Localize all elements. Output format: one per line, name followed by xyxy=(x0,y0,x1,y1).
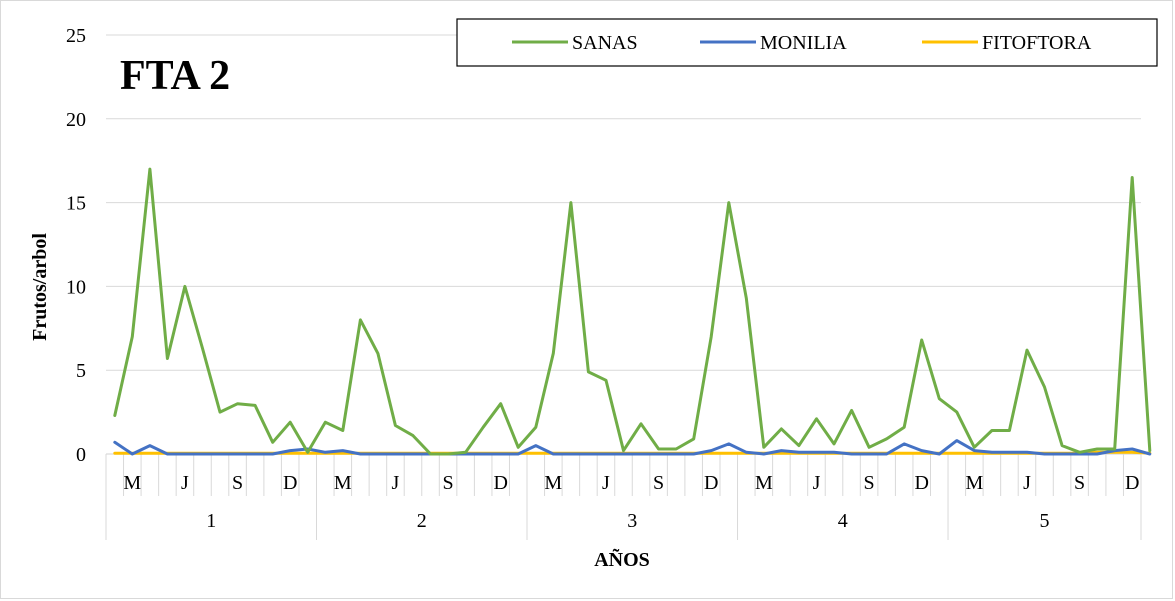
x-year-label: 2 xyxy=(417,510,427,532)
x-month-label: M xyxy=(544,472,562,494)
x-year-label: 3 xyxy=(627,510,637,532)
x-month-label: M xyxy=(965,472,983,494)
x-year-label: 4 xyxy=(838,510,848,532)
legend-label-fitoftora: FITOFTORA xyxy=(982,32,1092,54)
x-month-label: J xyxy=(813,472,821,494)
x-month-label: J xyxy=(1023,472,1031,494)
chart-title: FTA 2 xyxy=(120,53,230,99)
x-month-label: M xyxy=(123,472,141,494)
x-month-label: S xyxy=(232,472,243,494)
x-month-label: S xyxy=(1074,472,1085,494)
axes: 0 5 10 15 20 25 M J S D M J S D M J S D M J S D M J S D 1 2 3 4 5 xyxy=(66,25,1142,540)
x-month-label: D xyxy=(704,472,718,494)
legend-box xyxy=(456,18,1158,67)
x-month-label: D xyxy=(914,472,928,494)
x-month-label: J xyxy=(392,472,400,494)
x-month-label: M xyxy=(755,472,773,494)
legend: SANAS MONILIA FITOFTORA xyxy=(456,18,1158,67)
series-line-monilia xyxy=(113,439,1152,456)
x-year-label: 5 xyxy=(1040,510,1050,532)
y-tick-label: 15 xyxy=(66,193,86,215)
y-tick-label: 5 xyxy=(76,360,86,382)
gridlines xyxy=(106,34,1141,371)
y-tick-label: 10 xyxy=(66,276,86,298)
x-month-label: S xyxy=(653,472,664,494)
y-tick-label: 20 xyxy=(66,109,86,131)
legend-label-monilia: MONILIA xyxy=(760,32,847,54)
y-tick-label: 0 xyxy=(76,444,86,466)
x-month-label: J xyxy=(602,472,610,494)
x-month-label: S xyxy=(864,472,875,494)
x-month-label: D xyxy=(283,472,297,494)
x-month-label: M xyxy=(334,472,352,494)
x-month-label: S xyxy=(443,472,454,494)
y-axis-title: Frutos/arbol xyxy=(29,233,51,341)
x-year-label: 1 xyxy=(206,510,216,532)
y-tick-label: 25 xyxy=(66,25,86,47)
x-month-label: J xyxy=(181,472,189,494)
legend-label-sanas: SANAS xyxy=(572,32,638,54)
x-month-label: D xyxy=(1125,472,1139,494)
series xyxy=(113,167,1152,456)
x-month-label: D xyxy=(493,472,507,494)
series-line-sanas xyxy=(113,167,1152,456)
x-axis-title: AÑOS xyxy=(594,548,650,571)
